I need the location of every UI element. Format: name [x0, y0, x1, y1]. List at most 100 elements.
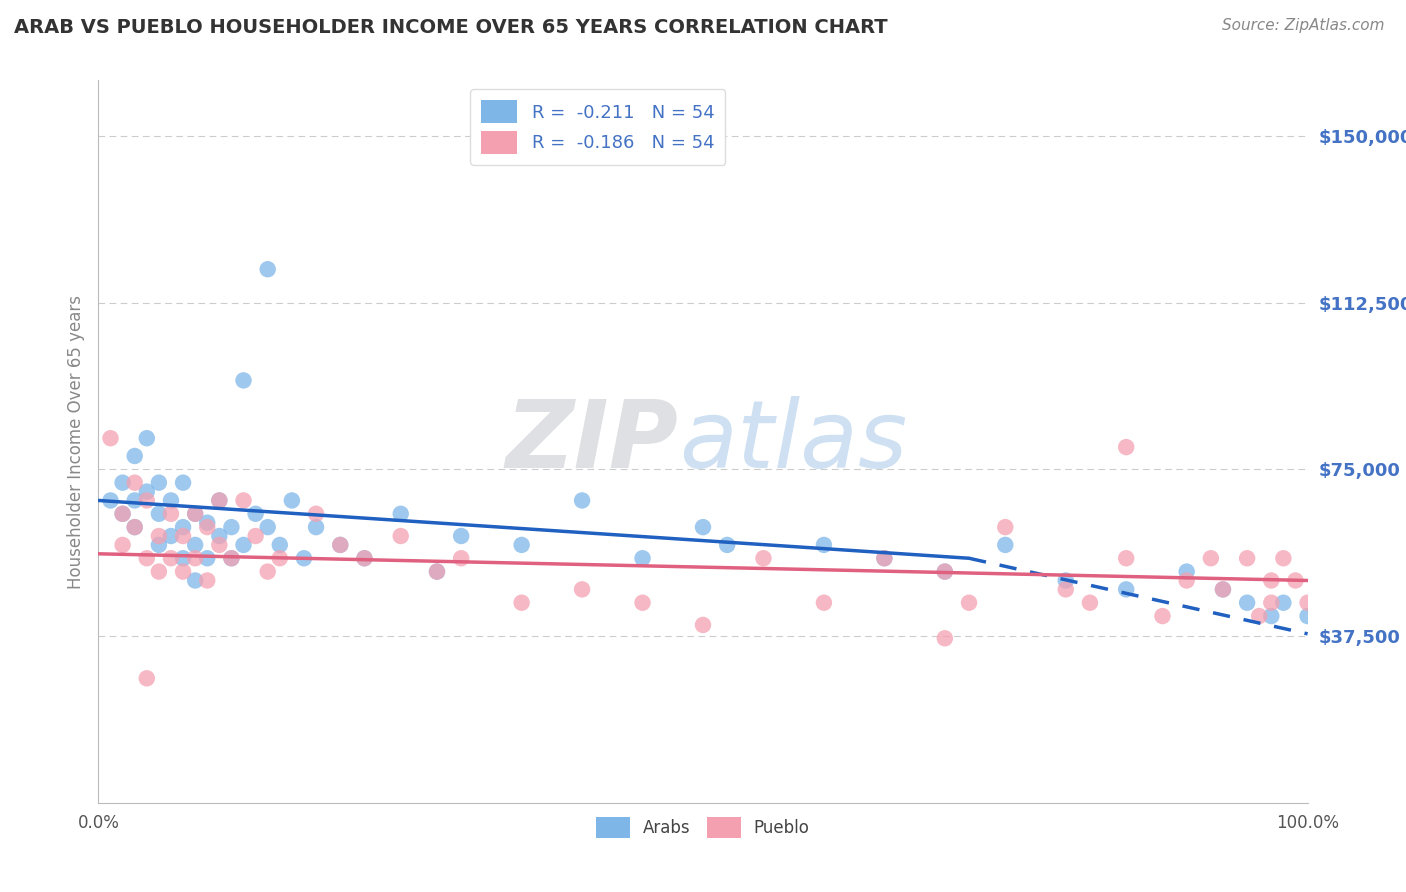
- Point: [1260, 596, 1282, 610]
- Point: [571, 493, 593, 508]
- Point: [1054, 574, 1077, 588]
- Point: [752, 551, 775, 566]
- Point: [281, 493, 304, 508]
- Point: [1296, 596, 1319, 610]
- Point: [329, 538, 352, 552]
- Point: [1284, 574, 1306, 588]
- Point: [111, 507, 134, 521]
- Point: [160, 529, 183, 543]
- Point: [1175, 574, 1198, 588]
- Point: [184, 574, 207, 588]
- Point: [100, 493, 122, 508]
- Point: [389, 529, 412, 543]
- Point: [195, 520, 218, 534]
- Point: [934, 632, 956, 646]
- Point: [716, 538, 738, 552]
- Point: [1236, 551, 1258, 566]
- Text: ZIP: ZIP: [506, 395, 679, 488]
- Point: [1054, 582, 1077, 597]
- Point: [1175, 565, 1198, 579]
- Point: [148, 507, 170, 521]
- Point: [172, 565, 194, 579]
- Point: [269, 551, 291, 566]
- Point: [1296, 609, 1319, 624]
- Point: [813, 596, 835, 610]
- Point: [353, 551, 375, 566]
- Point: [1272, 551, 1295, 566]
- Point: [160, 551, 183, 566]
- Point: [245, 529, 267, 543]
- Point: [184, 551, 207, 566]
- Point: [135, 551, 157, 566]
- Point: [292, 551, 315, 566]
- Point: [111, 538, 134, 552]
- Point: [389, 507, 412, 521]
- Text: atlas: atlas: [679, 396, 907, 487]
- Point: [208, 493, 231, 508]
- Point: [148, 475, 170, 490]
- Point: [1078, 596, 1101, 610]
- Point: [426, 565, 449, 579]
- Point: [148, 538, 170, 552]
- Point: [813, 538, 835, 552]
- Point: [124, 449, 146, 463]
- Point: [692, 520, 714, 534]
- Point: [208, 493, 231, 508]
- Point: [994, 538, 1017, 552]
- Point: [305, 520, 328, 534]
- Y-axis label: Householder Income Over 65 years: Householder Income Over 65 years: [66, 294, 84, 589]
- Point: [1115, 582, 1137, 597]
- Point: [135, 484, 157, 499]
- Point: [195, 516, 218, 530]
- Point: [426, 565, 449, 579]
- Point: [221, 551, 243, 566]
- Point: [631, 596, 654, 610]
- Point: [195, 574, 218, 588]
- Point: [135, 671, 157, 685]
- Point: [994, 520, 1017, 534]
- Point: [510, 596, 533, 610]
- Point: [571, 582, 593, 597]
- Point: [256, 520, 278, 534]
- Point: [1212, 582, 1234, 597]
- Point: [195, 551, 218, 566]
- Point: [256, 262, 278, 277]
- Point: [135, 431, 157, 445]
- Point: [245, 507, 267, 521]
- Point: [450, 529, 472, 543]
- Point: [124, 520, 146, 534]
- Point: [1199, 551, 1222, 566]
- Point: [329, 538, 352, 552]
- Point: [631, 551, 654, 566]
- Point: [1249, 609, 1271, 624]
- Point: [873, 551, 896, 566]
- Point: [934, 565, 956, 579]
- Point: [172, 520, 194, 534]
- Point: [269, 538, 291, 552]
- Point: [111, 475, 134, 490]
- Text: Source: ZipAtlas.com: Source: ZipAtlas.com: [1222, 18, 1385, 33]
- Point: [135, 493, 157, 508]
- Legend: Arabs, Pueblo: Arabs, Pueblo: [589, 810, 817, 845]
- Point: [232, 373, 254, 387]
- Point: [221, 551, 243, 566]
- Point: [353, 551, 375, 566]
- Point: [208, 538, 231, 552]
- Point: [184, 507, 207, 521]
- Point: [148, 565, 170, 579]
- Point: [172, 551, 194, 566]
- Point: [934, 565, 956, 579]
- Point: [692, 618, 714, 632]
- Point: [232, 538, 254, 552]
- Point: [1152, 609, 1174, 624]
- Point: [873, 551, 896, 566]
- Point: [124, 493, 146, 508]
- Point: [957, 596, 980, 610]
- Point: [221, 520, 243, 534]
- Point: [124, 520, 146, 534]
- Text: ARAB VS PUEBLO HOUSEHOLDER INCOME OVER 65 YEARS CORRELATION CHART: ARAB VS PUEBLO HOUSEHOLDER INCOME OVER 6…: [14, 18, 887, 37]
- Point: [100, 431, 122, 445]
- Point: [184, 538, 207, 552]
- Point: [510, 538, 533, 552]
- Point: [160, 507, 183, 521]
